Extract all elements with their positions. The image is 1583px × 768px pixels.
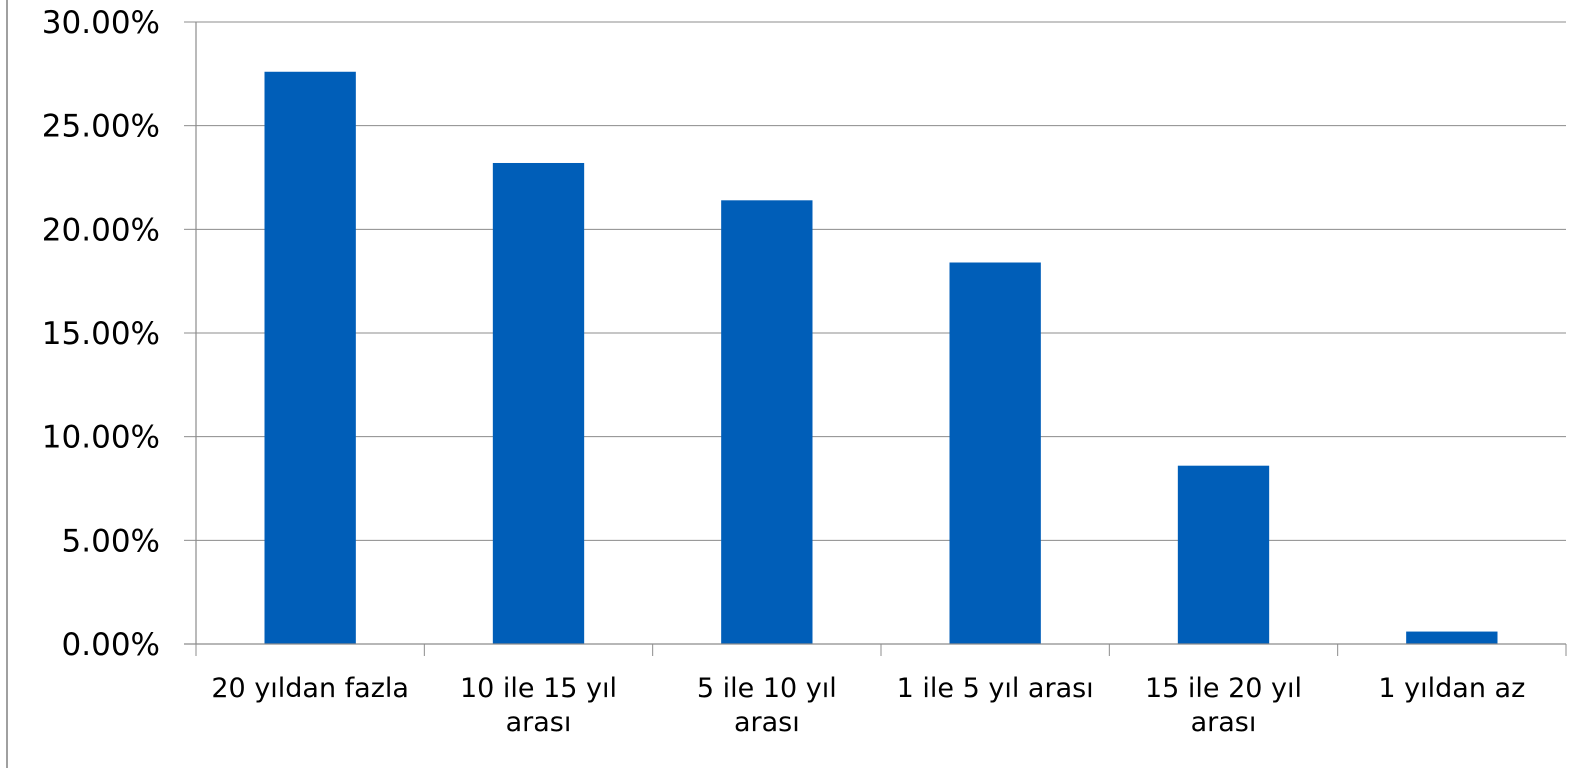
y-tick-label: 30.00% (42, 5, 160, 41)
bars (264, 71, 1498, 644)
x-category-label: 1 yıldan az (1378, 673, 1525, 704)
gridlines (196, 21, 1566, 541)
bar (1177, 465, 1270, 644)
x-category-label: 20 yıldan fazla (211, 673, 409, 704)
bar (949, 262, 1041, 644)
x-category-label: 15 ile 20 yıl arası (1145, 673, 1302, 738)
bar (721, 200, 813, 644)
y-tick-label: 15.00% (42, 316, 160, 352)
y-tick-label: 0.00% (62, 627, 160, 663)
y-tick-label: 25.00% (42, 109, 160, 145)
x-category-label: 10 ile 15 yıl arası (460, 673, 617, 738)
x-category-label: 5 ile 10 yıl arası (697, 673, 837, 738)
x-category-labels: 20 yıldan fazla 10 ile 15 yıl arası 5 ile 1… (211, 673, 1525, 738)
axes (184, 21, 1567, 656)
bar (264, 71, 356, 644)
x-category-label: 1 ile 5 yıl arası (897, 673, 1094, 704)
bar (1406, 631, 1498, 644)
bar (492, 162, 585, 644)
y-tick-labels: 0.00% 5.00% 10.00% 15.00% 20.00% 25.00% 30.00% (42, 5, 160, 663)
y-tick-label: 5.00% (62, 523, 160, 559)
y-tick-label: 20.00% (42, 212, 160, 248)
y-tick-label: 10.00% (42, 420, 160, 456)
